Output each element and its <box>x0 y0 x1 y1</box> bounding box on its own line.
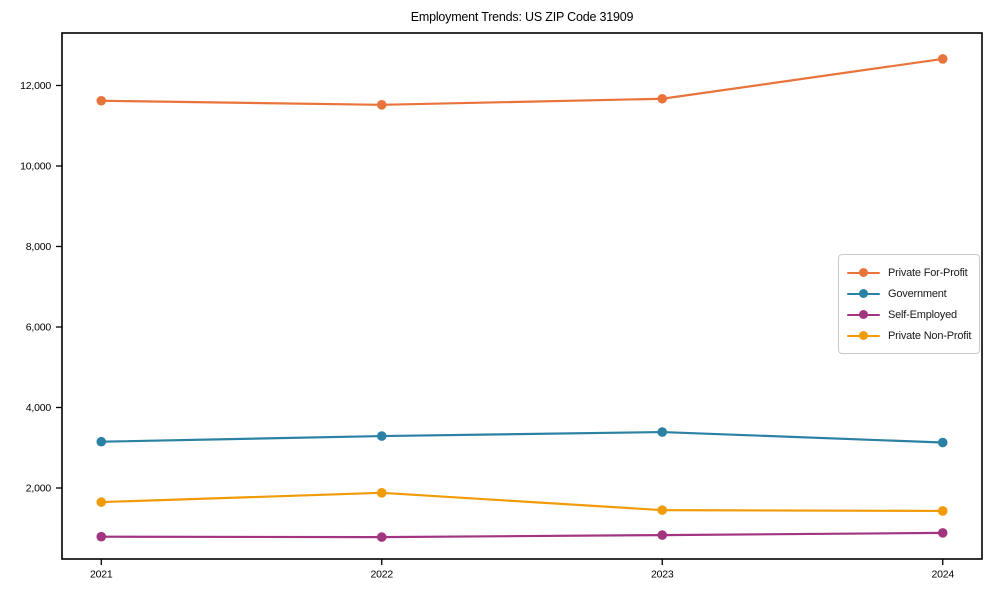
series-line-self-employed <box>100 531 944 539</box>
data-point-private-for-profit-2022 <box>376 100 387 110</box>
legend: Private For-Profit Government Self-Employe… <box>838 254 980 354</box>
data-point-self-employed-2023 <box>657 530 668 540</box>
data-point-government-2022 <box>376 431 387 441</box>
data-point-private-non-profit-2021 <box>96 497 107 507</box>
legend-item-government: Government <box>847 283 971 304</box>
legend-item-self-employed: Self-Employed <box>847 304 971 325</box>
series-line-government <box>100 430 944 444</box>
legend-marker-icon <box>847 267 880 278</box>
legend-item-private-non-profit: Private Non-Profit <box>847 325 971 346</box>
chart-title: Employment Trends: US ZIP Code 31909 <box>410 10 634 24</box>
legend-label: Government <box>888 287 947 300</box>
data-point-self-employed-2021 <box>96 531 107 542</box>
data-point-self-employed-2024 <box>937 528 948 538</box>
y-tick-label: 8,000 <box>26 241 52 253</box>
x-tick-label: 2022 <box>370 569 393 581</box>
data-point-government-2023 <box>657 427 668 437</box>
data-point-government-2024 <box>937 437 948 448</box>
x-tick-label: 2021 <box>90 569 113 581</box>
y-tick-label: 12,000 <box>20 80 51 92</box>
data-point-private-non-profit-2024 <box>937 506 948 516</box>
data-point-private-non-profit-2022 <box>376 488 387 498</box>
legend-item-private-for-profit: Private For-Profit <box>847 262 971 283</box>
data-point-private-non-profit-2023 <box>657 505 668 515</box>
data-point-self-employed-2022 <box>376 532 387 542</box>
x-tick-label: 2023 <box>651 569 674 581</box>
legend-label: Private For-Profit <box>888 266 968 279</box>
series-line-private-non-profit <box>100 491 944 513</box>
y-tick-label: 4,000 <box>26 402 52 414</box>
y-tick-label: 6,000 <box>26 322 52 334</box>
series-line-private-for-profit <box>100 57 944 106</box>
y-tick-label: 2,000 <box>26 483 52 495</box>
legend-label: Self-Employed <box>888 308 957 321</box>
data-point-private-for-profit-2023 <box>657 93 668 104</box>
x-tick-label: 2024 <box>931 569 954 581</box>
legend-marker-icon <box>847 288 880 299</box>
y-tick-label: 10,000 <box>20 161 51 173</box>
legend-marker-icon <box>847 309 880 320</box>
data-point-private-for-profit-2021 <box>96 95 107 106</box>
legend-marker-icon <box>847 330 880 341</box>
plot-border <box>61 32 983 560</box>
data-point-private-for-profit-2024 <box>937 54 948 64</box>
data-point-government-2021 <box>96 436 107 447</box>
legend-label: Private Non-Profit <box>888 329 972 342</box>
